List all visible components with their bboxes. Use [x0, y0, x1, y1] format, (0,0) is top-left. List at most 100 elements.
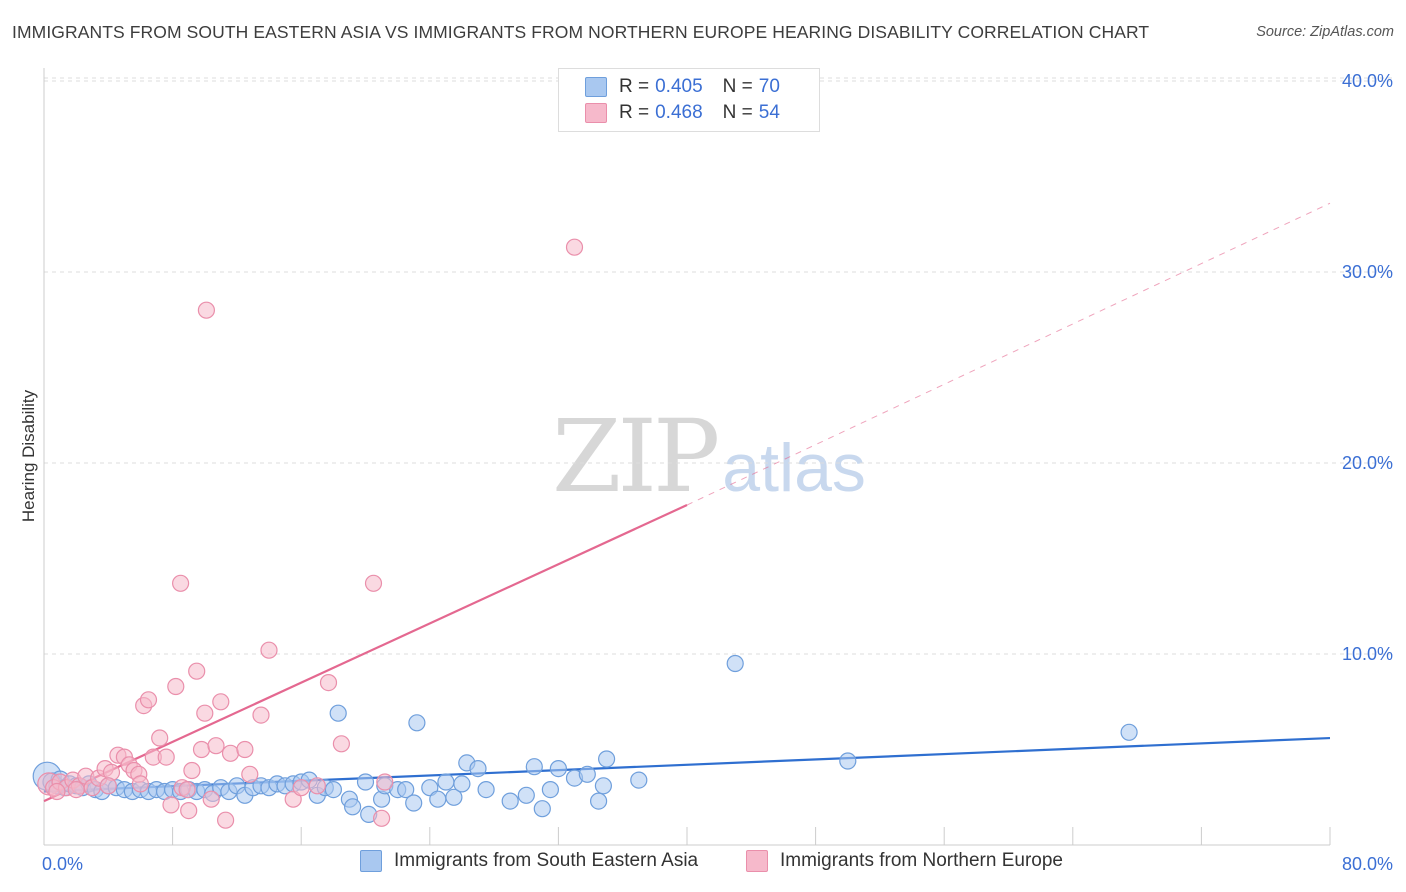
- blue-data-point: [344, 798, 362, 816]
- blue-data-point: [589, 792, 608, 810]
- pink-data-point: [172, 574, 190, 592]
- y-tick-label: 10.0%: [1342, 644, 1393, 664]
- pink-data-point: [241, 765, 259, 783]
- watermark-atlas: atlas: [722, 430, 866, 506]
- pink-data-point: [183, 761, 201, 780]
- blue-data-point: [453, 775, 471, 793]
- legend-r-value: 0.468: [655, 102, 703, 123]
- pink-data-point: [207, 737, 225, 755]
- blue-data-point: [501, 792, 519, 810]
- y-axis-label: Hearing Disability: [19, 389, 38, 522]
- pink-data-point: [151, 729, 169, 747]
- blue-data-point: [549, 759, 568, 778]
- blue-data-point: [445, 788, 463, 806]
- pink-data-point: [131, 775, 149, 793]
- pink-data-point: [202, 790, 220, 808]
- blue-data-point: [533, 800, 551, 818]
- blue-data-point: [1120, 723, 1138, 741]
- pink-data-point: [192, 740, 211, 759]
- bottom-legend-series1: Immigrants from South Eastern Asia: [360, 850, 698, 872]
- pink-data-point: [162, 796, 180, 814]
- blue-data-point: [517, 786, 535, 804]
- watermark: ZIPatlas: [552, 398, 866, 515]
- pink-data-point: [197, 301, 215, 319]
- source-credit: Source: ZipAtlas.com: [1256, 24, 1394, 40]
- y-tick-label: 30.0%: [1342, 262, 1393, 282]
- pink-data-point: [196, 704, 214, 722]
- blue-data-point: [578, 765, 596, 783]
- legend-n-value: 70: [758, 76, 780, 97]
- pink-data-point: [292, 779, 310, 797]
- legend-n-value: 54: [758, 102, 780, 123]
- pink-data-point: [167, 677, 185, 696]
- pink-data-point: [67, 780, 85, 799]
- blue-data-point: [525, 758, 543, 776]
- bottom-legend-series2: Immigrants from Northern Europe: [746, 850, 1063, 872]
- data-points: [32, 238, 1138, 829]
- y-tick-label: 20.0%: [1342, 453, 1393, 473]
- pink-data-point: [376, 773, 394, 791]
- y-tick-label: 40.0%: [1342, 71, 1393, 91]
- blue-data-point: [469, 759, 487, 778]
- pink-data-point: [99, 777, 117, 795]
- blue-data-point: [429, 790, 447, 808]
- pink-data-point: [565, 238, 584, 256]
- blue-data-point: [541, 780, 560, 799]
- blue-data-point: [477, 780, 495, 799]
- pink-data-point: [180, 801, 198, 820]
- bottom-legend-label: Immigrants from Northern Europe: [780, 850, 1063, 871]
- blue-data-point: [405, 794, 423, 812]
- pink-data-point: [260, 641, 278, 659]
- bottom-legend-label: Immigrants from South Eastern Asia: [394, 850, 699, 871]
- legend-swatch-pink: [585, 103, 607, 123]
- pink-trend-extension: [686, 202, 1331, 506]
- blue-data-point: [839, 752, 857, 770]
- blue-data-point: [597, 750, 616, 768]
- blue-data-point: [408, 714, 426, 732]
- blue-data-point: [324, 780, 342, 799]
- legend-r-label: R =: [619, 102, 650, 123]
- legend-row-series2: R = 0.468 N = 54: [585, 101, 780, 125]
- pink-data-point: [139, 691, 158, 709]
- legend-r-value: 0.405: [655, 76, 703, 97]
- pink-data-point: [364, 574, 383, 592]
- legend-row-series1: R = 0.405 N = 70: [585, 75, 780, 99]
- blue-data-point: [356, 773, 375, 791]
- pink-data-point: [236, 740, 254, 759]
- legend-n-label: N =: [722, 76, 753, 97]
- pink-data-point: [319, 673, 338, 692]
- blue-data-point: [630, 771, 648, 789]
- chart-title: IMMIGRANTS FROM SOUTH EASTERN ASIA VS IM…: [12, 22, 1150, 42]
- grid-lines: [44, 77, 1396, 655]
- pink-trend-line: [43, 504, 688, 803]
- pink-data-point: [308, 777, 326, 795]
- pink-data-point: [157, 748, 175, 766]
- watermark-zip: ZIP: [552, 398, 720, 515]
- blue-data-point: [329, 704, 347, 722]
- pink-data-point: [217, 811, 235, 829]
- legend-r-label: R =: [619, 76, 650, 97]
- pink-data-point: [178, 780, 196, 799]
- bottom-legend-swatch-pink: [746, 850, 768, 872]
- blue-data-point: [594, 777, 613, 795]
- bottom-legend-swatch-blue: [360, 850, 382, 872]
- x-tick-label: 80.0%: [1342, 854, 1393, 874]
- pink-data-point: [221, 744, 240, 762]
- tick-labels: 10.0% 20.0% 30.0% 40.0% 0.0% 80.0%: [42, 71, 1393, 874]
- correlation-legend: R = 0.405 N = 70 R = 0.468 N = 54: [558, 68, 820, 132]
- pink-data-point: [48, 782, 66, 801]
- pink-data-point: [373, 809, 391, 827]
- pink-data-point: [188, 662, 206, 680]
- pink-data-point: [212, 693, 230, 711]
- blue-data-point: [437, 773, 455, 791]
- axes: [43, 68, 1331, 846]
- blue-data-point: [397, 780, 415, 799]
- legend-swatch-blue: [585, 77, 607, 97]
- legend-n-label: N =: [722, 102, 753, 123]
- x-tick-label: 0.0%: [42, 854, 83, 874]
- trend-lines: [43, 202, 1331, 803]
- pink-data-point: [332, 735, 350, 753]
- blue-data-point: [726, 654, 744, 673]
- pink-data-point: [252, 706, 270, 724]
